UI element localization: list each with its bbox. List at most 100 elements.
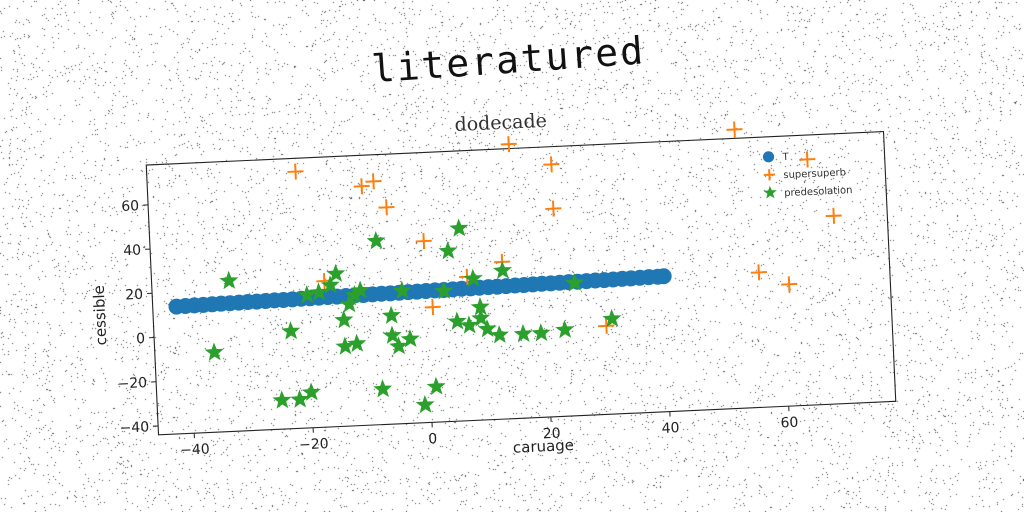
data-point-plus <box>543 156 560 173</box>
data-point-star <box>219 270 239 290</box>
data-point-star <box>449 218 469 237</box>
data-point-plus <box>378 199 395 216</box>
data-point-plus <box>424 299 441 316</box>
x-tick-label: 40 <box>661 420 680 437</box>
marker-stroke <box>322 272 326 290</box>
data-point-star <box>301 382 321 401</box>
legend-label: predesolation <box>784 185 853 199</box>
data-point-star <box>602 308 622 328</box>
data-point-star <box>447 311 467 330</box>
data-point-star <box>373 379 393 398</box>
marker-stroke <box>604 317 608 334</box>
data-point-star <box>426 376 446 396</box>
data-point-star <box>345 285 365 304</box>
marker-stroke <box>431 299 435 316</box>
legend-label: T <box>781 152 789 163</box>
data-point-plus <box>353 178 370 195</box>
data-point-star <box>309 282 329 301</box>
data-marks <box>168 121 842 414</box>
marker-stroke <box>768 169 771 181</box>
data-point-star <box>415 394 435 414</box>
data-point-star <box>381 305 401 324</box>
marker-stroke <box>372 173 375 190</box>
marker-stroke <box>805 151 809 168</box>
data-point-star <box>471 308 491 327</box>
marker-stroke <box>757 264 761 281</box>
data-point-plus <box>726 121 743 138</box>
y-tick-label: 60 <box>121 198 140 215</box>
data-point-star <box>281 321 301 340</box>
data-point-plus <box>750 264 767 281</box>
x-tick-label: −40 <box>180 441 210 458</box>
data-point-circle <box>655 268 672 285</box>
data-point-plus <box>415 233 432 250</box>
marker-stroke <box>552 200 555 217</box>
data-point-star <box>389 336 409 355</box>
data-point-star <box>434 281 454 300</box>
marker-stroke <box>832 207 836 224</box>
marker-stroke <box>422 233 426 250</box>
data-point-star <box>555 319 575 339</box>
y-tick-label: 20 <box>125 287 144 304</box>
legend-label: supersuperb <box>783 167 846 181</box>
y-tick-label: 40 <box>123 242 142 259</box>
y-tick-label: −40 <box>119 419 149 436</box>
data-point-star <box>531 323 551 342</box>
legend-marker <box>762 151 775 163</box>
marker-stroke <box>507 136 511 153</box>
x-tick-label: 60 <box>780 415 799 432</box>
x-tick-label: −20 <box>299 436 329 453</box>
data-point-star <box>382 325 402 344</box>
axis-ticks: −40 −20 0 20 40 60 −40 −20 0 20 40 60 <box>117 198 799 459</box>
data-point-star <box>489 325 509 344</box>
data-point-plus <box>825 207 842 224</box>
data-point-star <box>438 241 458 260</box>
marker-stroke <box>733 121 736 138</box>
plot-area-frame <box>145 131 897 436</box>
y-tick-label: 0 <box>136 331 146 347</box>
data-point-star <box>565 272 584 292</box>
legend-marker <box>763 185 777 199</box>
marker-stroke <box>385 199 388 216</box>
data-point-star <box>290 389 310 408</box>
data-point-star <box>320 275 340 294</box>
data-point-star <box>463 268 483 288</box>
x-tick-label: 0 <box>428 431 438 447</box>
marker-stroke <box>360 178 364 195</box>
data-point-plus <box>545 200 562 217</box>
data-point-star <box>297 285 317 304</box>
marker-stroke <box>787 276 791 293</box>
data-point-star <box>326 263 346 283</box>
marker-stroke <box>549 156 553 173</box>
chart-subtitle: dodecade <box>454 110 547 136</box>
data-point-star <box>339 294 359 313</box>
y-tick-label: −20 <box>117 375 147 392</box>
data-point-star <box>335 336 355 355</box>
data-point-star <box>272 390 292 409</box>
data-point-star <box>334 310 354 329</box>
data-point-star <box>470 297 490 316</box>
marker-stroke <box>294 163 297 180</box>
data-point-plus <box>799 151 816 168</box>
data-point-star <box>459 315 479 334</box>
data-point-plus <box>287 163 304 180</box>
y-axis-label: cessible <box>90 285 111 346</box>
data-point-plus <box>598 317 615 334</box>
data-point-star <box>204 342 224 361</box>
data-point-star <box>392 280 412 300</box>
data-point-star <box>366 231 386 250</box>
data-point-plus <box>365 173 382 190</box>
data-point-star <box>350 280 370 299</box>
x-tick-label: 20 <box>542 426 561 443</box>
data-point-star <box>513 324 533 343</box>
data-point-star <box>347 333 367 353</box>
data-point-star <box>492 260 512 280</box>
data-point-plus <box>781 276 798 293</box>
data-point-star <box>400 329 420 348</box>
legend-marker <box>763 169 775 181</box>
data-point-plus <box>500 136 517 153</box>
x-axis-label: caruage <box>513 436 575 457</box>
